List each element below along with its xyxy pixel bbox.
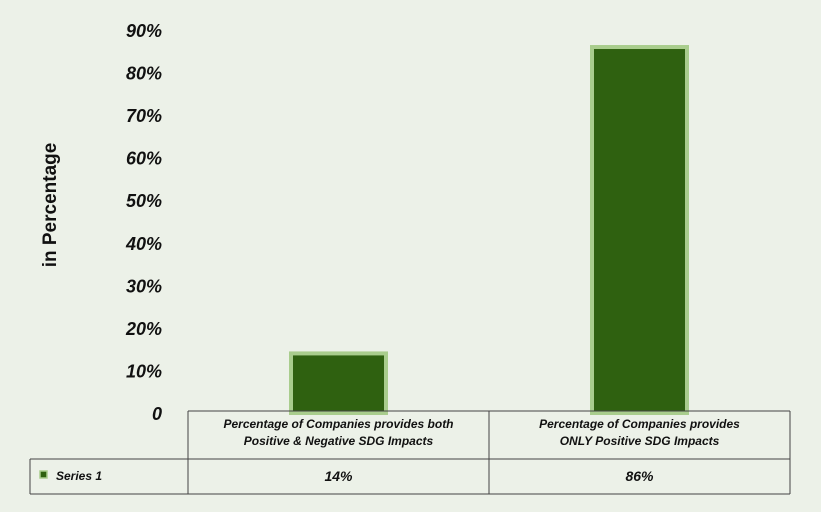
x-category-label: Percentage of Companies provides both — [223, 417, 453, 431]
y-tick-label: 30% — [126, 276, 162, 296]
x-category-label: ONLY Positive SDG Impacts — [560, 434, 720, 448]
x-category-label: Positive & Negative SDG Impacts — [244, 434, 434, 448]
bar — [289, 351, 388, 415]
y-tick-label: 70% — [126, 106, 162, 126]
bar — [590, 45, 689, 416]
legend-swatch — [39, 470, 48, 479]
y-tick-label: 40% — [125, 234, 162, 254]
y-tick-label: 60% — [126, 149, 162, 169]
y-tick-label: 20% — [125, 319, 162, 339]
legend-label: Series 1 — [56, 469, 102, 483]
y-tick-label: 10% — [126, 361, 162, 381]
y-tick-label: 0 — [152, 404, 162, 424]
y-tick-label: 80% — [126, 64, 162, 84]
data-label: 86% — [625, 468, 654, 484]
y-tick-label: 50% — [126, 191, 162, 211]
y-axis-label: in Percentage — [40, 143, 61, 268]
data-label: 14% — [324, 468, 353, 484]
x-category-label: Percentage of Companies provides — [539, 417, 740, 431]
y-tick-label: 90% — [126, 21, 162, 41]
